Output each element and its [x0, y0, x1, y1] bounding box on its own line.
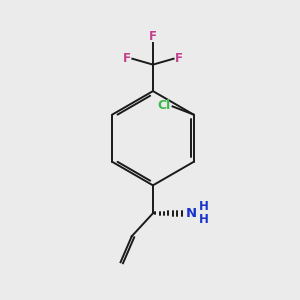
Text: H: H	[199, 213, 209, 226]
Text: Cl: Cl	[157, 99, 170, 112]
Text: F: F	[149, 29, 157, 43]
Text: F: F	[123, 52, 130, 65]
Text: N: N	[186, 206, 197, 220]
Text: F: F	[175, 52, 183, 65]
Text: H: H	[199, 200, 209, 213]
